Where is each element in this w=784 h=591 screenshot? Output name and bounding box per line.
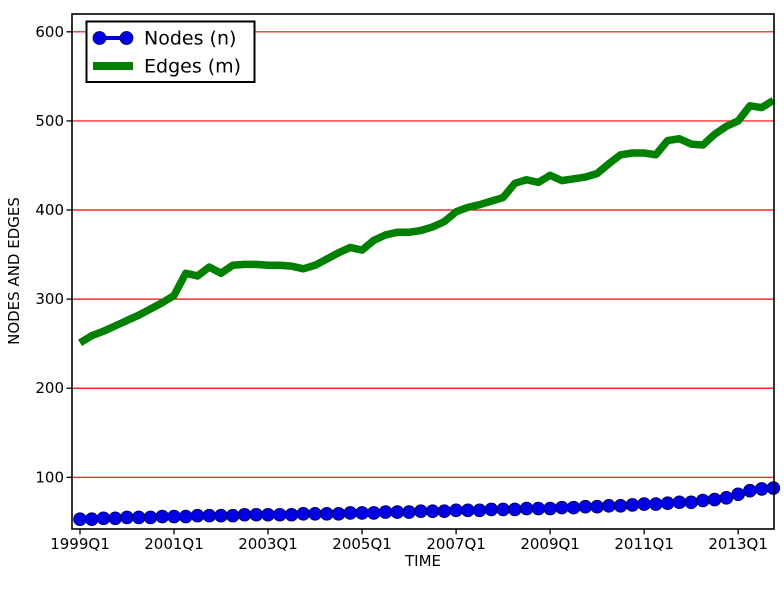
- nodes-marker: [190, 508, 205, 523]
- y-tick-label-400: 400: [35, 201, 64, 219]
- x-tick-label-2007Q1: 2007Q1: [426, 535, 486, 553]
- nodes-marker: [108, 511, 123, 526]
- plot-border: [71, 13, 775, 530]
- x-tick-label-1999Q1: 1999Q1: [50, 535, 110, 553]
- legend: Nodes (n) Edges (m): [85, 20, 256, 83]
- nodes-marker: [320, 507, 334, 521]
- nodes-marker: [754, 482, 769, 496]
- nodes-marker: [296, 507, 311, 521]
- nodes-marker: [555, 500, 569, 515]
- nodes-marker: [625, 498, 640, 512]
- y-tick-label-500: 500: [35, 112, 64, 130]
- nodes-marker: [566, 500, 581, 515]
- nodes-marker: [660, 496, 675, 510]
- y-tick-label-100: 100: [35, 468, 64, 486]
- nodes-marker: [355, 506, 369, 520]
- legend-box: [85, 20, 256, 83]
- nodes-marker: [120, 510, 134, 525]
- nodes-marker: [637, 497, 651, 511]
- y-tick-label-600: 600: [35, 23, 64, 41]
- nodes-marker: [578, 499, 593, 514]
- nodes-marker: [225, 508, 240, 523]
- nodes-marker: [402, 505, 416, 519]
- nodes-marker: [155, 509, 170, 524]
- nodes-legend-marker-icon: [92, 31, 107, 45]
- x-tick-label-2009Q1: 2009Q1: [520, 535, 580, 553]
- nodes-marker: [649, 497, 663, 511]
- nodes-marker: [214, 508, 228, 523]
- x-tick-label-2001Q1: 2001Q1: [144, 535, 204, 553]
- nodes-marker: [249, 507, 264, 522]
- nodes-marker: [461, 503, 475, 518]
- legend-item-edges: Edges (m): [93, 56, 241, 78]
- y-axis-ticks: 100 200 300 400 500 600: [35, 23, 72, 486]
- x-tick-label-2005Q1: 2005Q1: [332, 535, 392, 553]
- nodes-marker: [84, 512, 99, 526]
- nodes-marker: [696, 493, 710, 508]
- nodes-marker: [178, 509, 193, 524]
- y-tick-label-300: 300: [35, 290, 64, 308]
- nodes-marker: [202, 508, 217, 523]
- nodes-marker: [390, 505, 405, 519]
- nodes-marker: [543, 501, 557, 516]
- nodes-marker: [167, 509, 181, 524]
- x-axis-ticks: 1999Q1 2001Q1 2003Q1 2005Q1 2007Q1 2009Q1 2011…: [50, 529, 768, 553]
- nodes-legend-marker-icon: [119, 31, 134, 45]
- nodes-marker: [414, 504, 428, 518]
- nodes-marker: [367, 506, 381, 520]
- legend-item-nodes: Nodes (n): [92, 28, 236, 50]
- nodes-marker: [272, 507, 287, 522]
- x-axis-label: TIME: [404, 552, 441, 570]
- nodes-marker: [343, 506, 358, 520]
- edges-line: [78, 97, 776, 346]
- nodes-marker: [331, 507, 346, 521]
- x-tick-label-2013Q1: 2013Q1: [708, 535, 768, 553]
- nodes-marker: [96, 511, 111, 526]
- nodes-marker: [519, 501, 534, 516]
- nodes-marker: [437, 504, 452, 518]
- nodes-marker: [590, 499, 604, 514]
- nodes-marker: [484, 502, 499, 517]
- nodes-marker: [261, 507, 275, 522]
- series-layer: [73, 97, 781, 526]
- nodes-marker: [378, 505, 393, 519]
- nodes-marker: [743, 483, 757, 498]
- nodes-marker: [284, 507, 299, 522]
- nodes-marker: [237, 507, 252, 522]
- nodes-marker: [707, 492, 722, 507]
- gridlines: [72, 31, 774, 478]
- x-tick-label-2003Q1: 2003Q1: [238, 535, 298, 553]
- nodes-marker: [308, 507, 322, 521]
- nodes-marker: [672, 495, 687, 510]
- legend-label-nodes: Nodes (n): [144, 28, 236, 50]
- nodes-marker: [731, 487, 745, 502]
- y-tick-label-200: 200: [35, 379, 64, 397]
- x-tick-label-2011Q1: 2011Q1: [614, 535, 674, 553]
- nodes-marker: [531, 501, 546, 516]
- nodes-marker: [131, 510, 146, 525]
- nodes-marker: [719, 491, 734, 505]
- nodes-marker: [425, 504, 440, 518]
- nodes-marker: [73, 512, 87, 526]
- nodes-marker: [143, 510, 158, 525]
- nodes-marker: [449, 503, 463, 518]
- nodes-marker: [508, 502, 522, 517]
- legend-label-edges: Edges (m): [144, 56, 241, 78]
- nodes-marker: [684, 495, 698, 510]
- y-axis-label: NODES AND EDGES: [5, 197, 23, 345]
- nodes-marker: [496, 502, 510, 517]
- nodes-marker: [602, 499, 616, 513]
- nodes-marker: [613, 499, 628, 513]
- nodes-marker: [472, 503, 487, 518]
